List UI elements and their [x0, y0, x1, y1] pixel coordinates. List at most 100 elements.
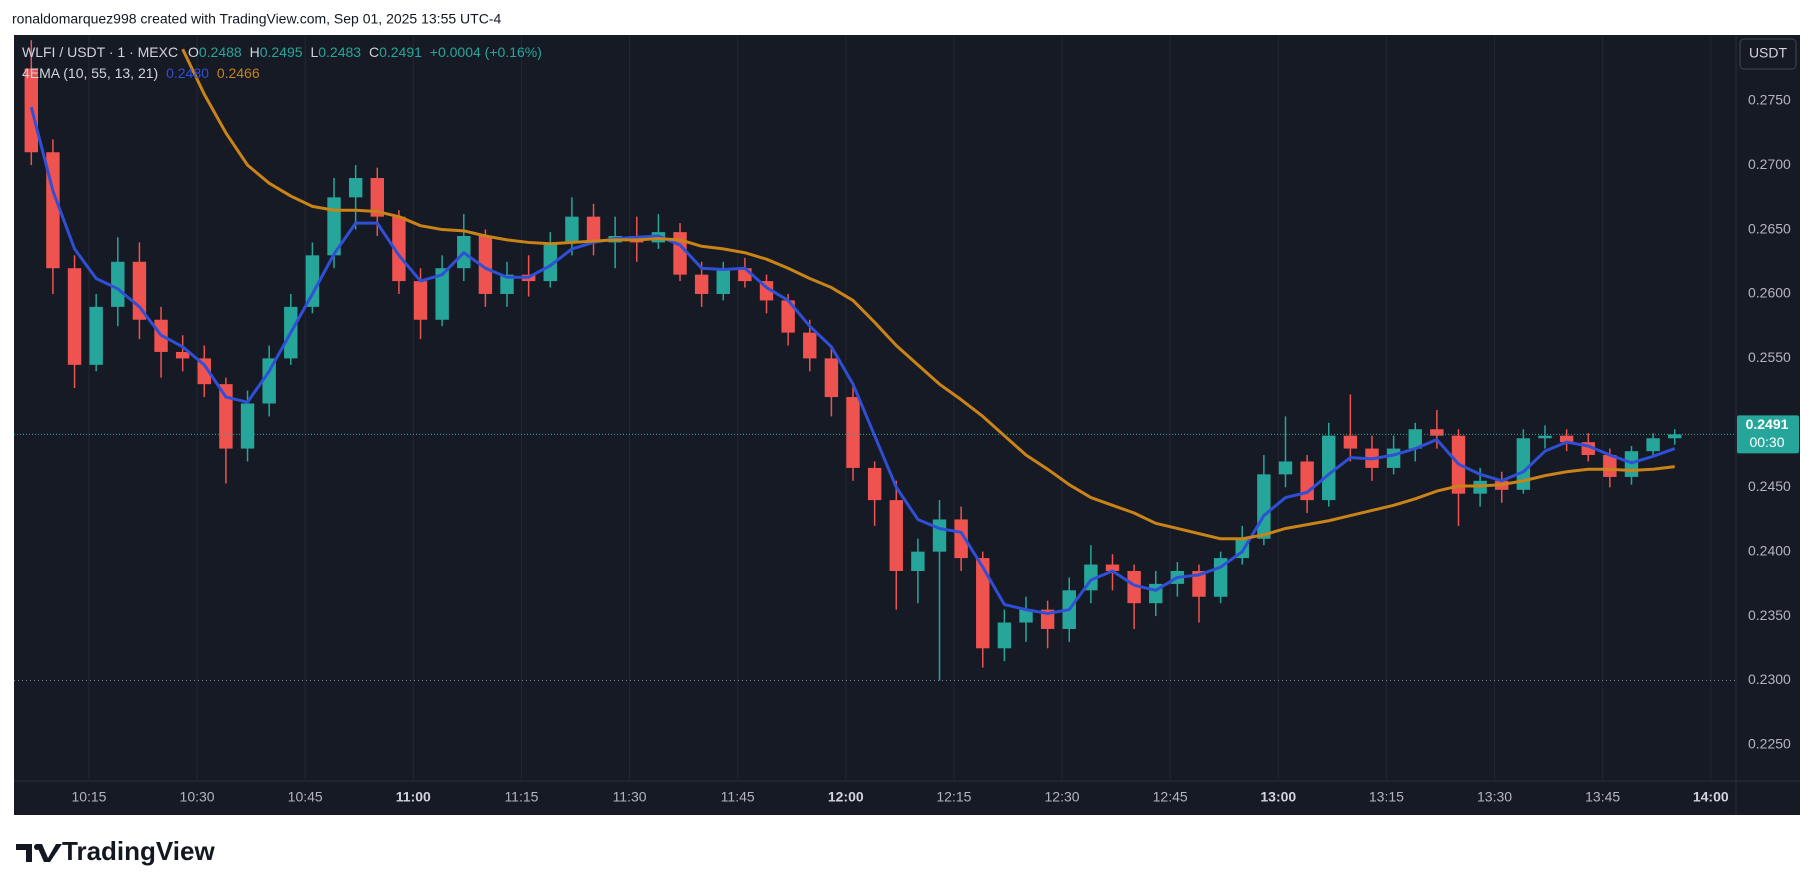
x-tick-label: 12:45: [1153, 789, 1188, 805]
candle-body: [543, 242, 557, 282]
candle-body: [803, 332, 817, 359]
candle-body: [1603, 455, 1617, 477]
x-tick-label: 13:00: [1260, 789, 1296, 805]
candle-body: [889, 500, 903, 571]
candle-body: [976, 558, 990, 649]
y-tick-label: 0.2600: [1748, 285, 1791, 301]
logo-text: TradingView: [62, 836, 215, 866]
mark-layer: [14, 40, 1736, 682]
x-tick-label: 12:15: [936, 789, 971, 805]
ohlc-value: 0.2488: [199, 44, 242, 60]
y-tick-label: 0.2550: [1748, 349, 1791, 365]
y-tick-label: 0.2450: [1748, 478, 1791, 494]
x-tick-label: 10:30: [180, 789, 215, 805]
y-tick-label: 0.2250: [1748, 736, 1791, 752]
y-tick-label: 0.2650: [1748, 220, 1791, 236]
candle-body: [327, 197, 341, 256]
y-tick-label: 0.2700: [1748, 156, 1791, 172]
countdown-label: 00:30: [1749, 434, 1784, 450]
indicator-label: 4EMA (10, 55, 13, 21): [22, 65, 158, 81]
candle-body: [175, 351, 190, 359]
candle-body: [197, 358, 211, 385]
candle-body: [716, 268, 730, 294]
grid-layer: [88, 35, 1712, 781]
chart-panel: [14, 35, 1800, 815]
x-tick-label: 12:00: [828, 789, 864, 805]
candle-body: [1192, 570, 1206, 597]
candle-body: [1386, 448, 1401, 468]
candle-body: [565, 216, 579, 243]
candle-body: [111, 261, 125, 307]
indicator-value: 0.2480: [166, 65, 209, 81]
y-tick-label: 0.2750: [1748, 91, 1791, 107]
ohlc-label: H: [250, 44, 260, 60]
x-tick-label: 10:45: [288, 789, 323, 805]
candle-body: [89, 306, 103, 365]
symbol: WLFI / USDT · 1 · MEXC: [22, 44, 178, 60]
candle-body: [478, 235, 493, 294]
candle-body: [219, 384, 233, 449]
ohlc-value: 0.2491: [379, 44, 422, 60]
x-tick-label: 13:45: [1585, 789, 1620, 805]
x-tick-label: 13:30: [1477, 789, 1512, 805]
price-label-box: [1737, 415, 1799, 454]
change-value: +0.0004 (+0.16%): [430, 44, 542, 60]
x-tick-label: 11:00: [396, 789, 431, 805]
candle-body: [997, 622, 1012, 649]
header-text: ronaldomarquez998 created with TradingVi…: [12, 11, 501, 27]
candle-body: [1257, 474, 1271, 539]
ema-line: [181, 48, 1675, 541]
price-label: 0.2491: [1746, 416, 1789, 432]
candle-body: [370, 178, 384, 217]
y-tick-label: 0.2400: [1748, 542, 1791, 558]
candle-body: [846, 397, 860, 468]
ohlc-value: 0.2495: [260, 44, 303, 60]
x-tick-label: 11:15: [504, 789, 538, 805]
candle-body: [932, 519, 947, 552]
logo-icon: [16, 844, 62, 862]
candle-body: [1343, 435, 1358, 449]
ohlc-label: C: [369, 44, 379, 60]
x-tick-label: 11:45: [721, 789, 755, 805]
candle-body: [392, 216, 406, 282]
candle-body: [911, 551, 925, 571]
y-tick-label: 0.2300: [1748, 671, 1791, 687]
candle-body: [500, 274, 514, 294]
x-tick-label: 10:15: [71, 789, 106, 805]
candle-body: [305, 255, 320, 307]
candle-body: [67, 268, 82, 365]
currency-label: USDT: [1749, 45, 1788, 61]
candle-body: [1538, 435, 1552, 439]
x-tick-label: 14:00: [1693, 789, 1729, 805]
x-tick-label: 13:15: [1369, 789, 1404, 805]
y-tick-label: 0.2350: [1748, 607, 1791, 623]
ohlc-value: 0.2483: [318, 44, 361, 60]
currency-button[interactable]: [1739, 38, 1797, 70]
indicator-value: 0.2466: [217, 65, 260, 81]
candle-body: [262, 358, 276, 404]
candle-body: [1322, 435, 1336, 501]
candle-body: [1127, 570, 1141, 604]
candle-body: [1019, 609, 1033, 623]
ohlc-label: L: [310, 44, 318, 60]
ohlc-label: O: [188, 44, 199, 60]
candle-body: [1105, 564, 1120, 571]
logo-dot: [34, 844, 40, 850]
candle-body: [824, 358, 839, 398]
axis-layer: 0.22500.23000.23500.24000.24500.25000.25…: [71, 91, 1799, 805]
candle-body: [1278, 461, 1293, 475]
candle-body: [781, 300, 795, 333]
candle-body: [694, 274, 709, 294]
x-tick-label: 11:30: [613, 789, 647, 805]
legend-line: WLFI / USDT · 1 · MEXC O0.2488 H0.2495 L…: [22, 44, 542, 60]
candle-body: [435, 268, 449, 320]
indicator-legend[interactable]: 4EMA (10, 55, 13, 21) 0.2480 0.2466: [22, 65, 260, 81]
candle-body: [1559, 435, 1574, 443]
candle-body: [867, 467, 882, 501]
logo: [16, 844, 62, 862]
candle-body: [1646, 438, 1660, 452]
candle-body: [348, 178, 363, 198]
candle-body: [586, 216, 601, 243]
